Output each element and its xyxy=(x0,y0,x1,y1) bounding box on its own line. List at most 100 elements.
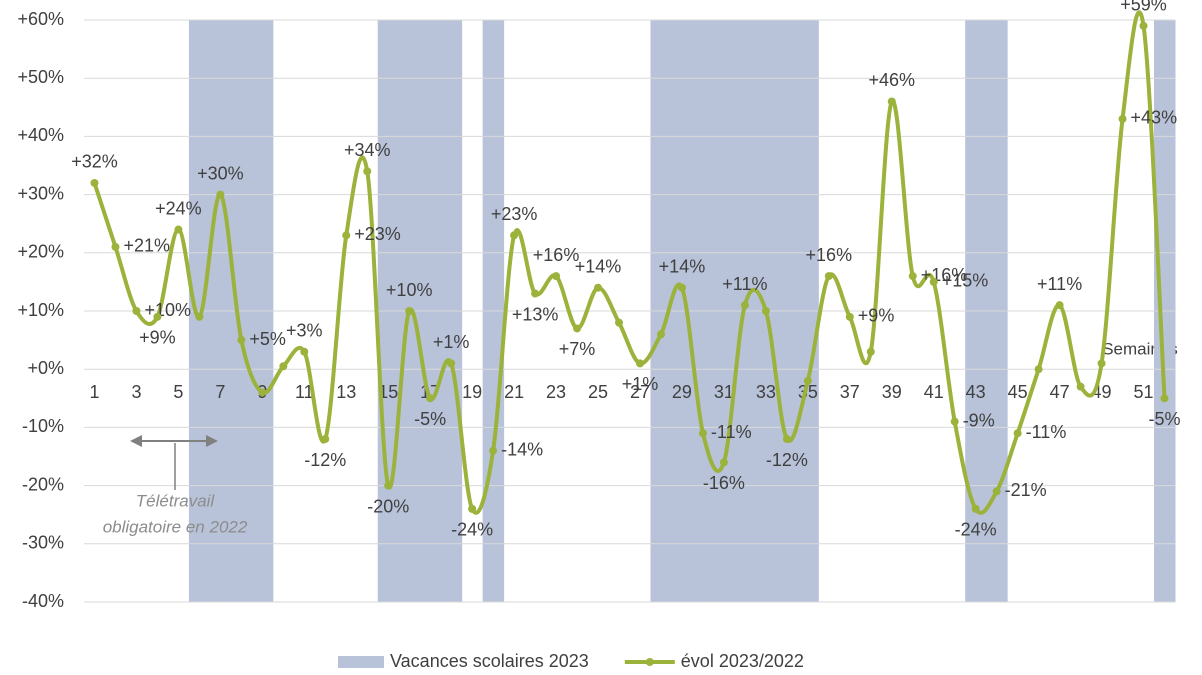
line-point xyxy=(216,190,225,199)
y-tick-label: -20% xyxy=(22,474,64,494)
data-label: +11% xyxy=(722,274,767,294)
data-label: -21% xyxy=(1005,480,1047,500)
x-tick-label: 47 xyxy=(1050,382,1070,402)
data-label: +46% xyxy=(868,70,915,90)
line-point xyxy=(594,283,603,292)
arrow-head xyxy=(130,435,142,447)
y-tick-label: +50% xyxy=(17,67,64,87)
line-point xyxy=(447,359,456,368)
line-point xyxy=(845,312,854,321)
data-label: -11% xyxy=(1026,422,1067,442)
x-tick-label: 11 xyxy=(295,382,314,402)
data-label: +43% xyxy=(1131,108,1178,128)
x-tick-label: 13 xyxy=(336,382,356,402)
line-point xyxy=(363,167,372,176)
line-point xyxy=(1055,301,1064,310)
x-tick-label: 37 xyxy=(840,382,860,402)
data-label: -5% xyxy=(414,409,446,429)
line-point xyxy=(992,487,1001,496)
data-label: -11% xyxy=(711,422,752,442)
data-label: +10% xyxy=(386,280,433,300)
line-point xyxy=(174,225,183,234)
line-point xyxy=(573,324,582,333)
y-tick-label: +20% xyxy=(17,242,64,262)
data-label: +14% xyxy=(659,256,706,276)
line-point xyxy=(195,312,204,321)
line-point xyxy=(237,336,246,345)
x-tick-label: 5 xyxy=(173,382,183,402)
x-tick-label: 1 xyxy=(89,382,99,402)
line-point xyxy=(677,283,686,292)
data-label: -14% xyxy=(501,439,543,459)
line-point xyxy=(1160,394,1169,403)
data-label: +30% xyxy=(197,163,244,183)
line-point xyxy=(405,307,414,315)
line-point xyxy=(342,231,351,240)
line-point xyxy=(824,272,833,281)
x-tick-label: 41 xyxy=(924,382,944,402)
data-label: +32% xyxy=(71,152,118,172)
line-point xyxy=(1013,429,1022,438)
data-label: +59% xyxy=(1120,0,1167,15)
x-tick-label: 51 xyxy=(1134,382,1154,402)
data-label: +7% xyxy=(559,339,596,359)
y-tick-label: +10% xyxy=(17,300,64,320)
x-tick-label: 45 xyxy=(1008,382,1028,402)
x-tick-label: 33 xyxy=(756,382,776,402)
y-tick-label: +40% xyxy=(17,125,64,145)
data-label: +23% xyxy=(354,224,401,244)
x-tick-label: 19 xyxy=(462,382,482,402)
y-tick-label: +30% xyxy=(17,183,64,203)
line-point xyxy=(300,347,309,356)
data-label: +9% xyxy=(139,328,176,348)
line-point xyxy=(426,394,435,403)
x-tick-label: 29 xyxy=(672,382,692,402)
line-point xyxy=(615,318,624,327)
x-tick-label: 7 xyxy=(215,382,225,402)
data-label: +10% xyxy=(144,300,191,320)
arrow-head xyxy=(206,435,218,447)
x-tick-label: 43 xyxy=(966,382,986,402)
y-tick-label: -10% xyxy=(22,416,64,436)
x-tick-label: 15 xyxy=(378,382,398,402)
x-tick-label: 39 xyxy=(882,382,902,402)
data-label: +1% xyxy=(433,332,470,352)
line-point xyxy=(321,435,330,444)
data-label: +5% xyxy=(249,329,286,349)
y-tick-label: -40% xyxy=(22,591,64,611)
data-label: +21% xyxy=(123,236,170,256)
data-label: -24% xyxy=(451,520,493,540)
line-point xyxy=(258,388,267,397)
data-label: -16% xyxy=(703,473,745,493)
line-point xyxy=(384,481,393,490)
line-point xyxy=(1097,359,1106,368)
data-label: -12% xyxy=(766,450,808,470)
data-label: -24% xyxy=(955,520,997,540)
line-point xyxy=(782,435,791,444)
data-label: +34% xyxy=(344,140,391,160)
line-point xyxy=(468,504,477,513)
line-point xyxy=(656,330,665,339)
x-tick-label: 27 xyxy=(630,382,650,402)
x-tick-label: 21 xyxy=(504,382,524,402)
line-point xyxy=(111,242,120,251)
line-point xyxy=(908,272,917,281)
data-label: +24% xyxy=(155,198,202,218)
line-point xyxy=(552,272,561,281)
data-label: +16% xyxy=(806,245,853,265)
y-tick-label: +0% xyxy=(27,358,64,378)
y-tick-label: +60% xyxy=(17,9,64,29)
data-label: -12% xyxy=(304,450,346,470)
data-label: +1% xyxy=(622,374,659,394)
line-point xyxy=(803,376,812,385)
data-label: +23% xyxy=(491,204,538,224)
line-point xyxy=(132,307,141,315)
data-label: +9% xyxy=(858,306,895,326)
line-point xyxy=(950,417,959,426)
data-label: -9% xyxy=(963,410,995,430)
data-label: +14% xyxy=(575,256,622,276)
line-point xyxy=(866,347,875,356)
annotation-text: obligatoire en 2022 xyxy=(103,517,248,536)
x-tick-label: 23 xyxy=(546,382,566,402)
